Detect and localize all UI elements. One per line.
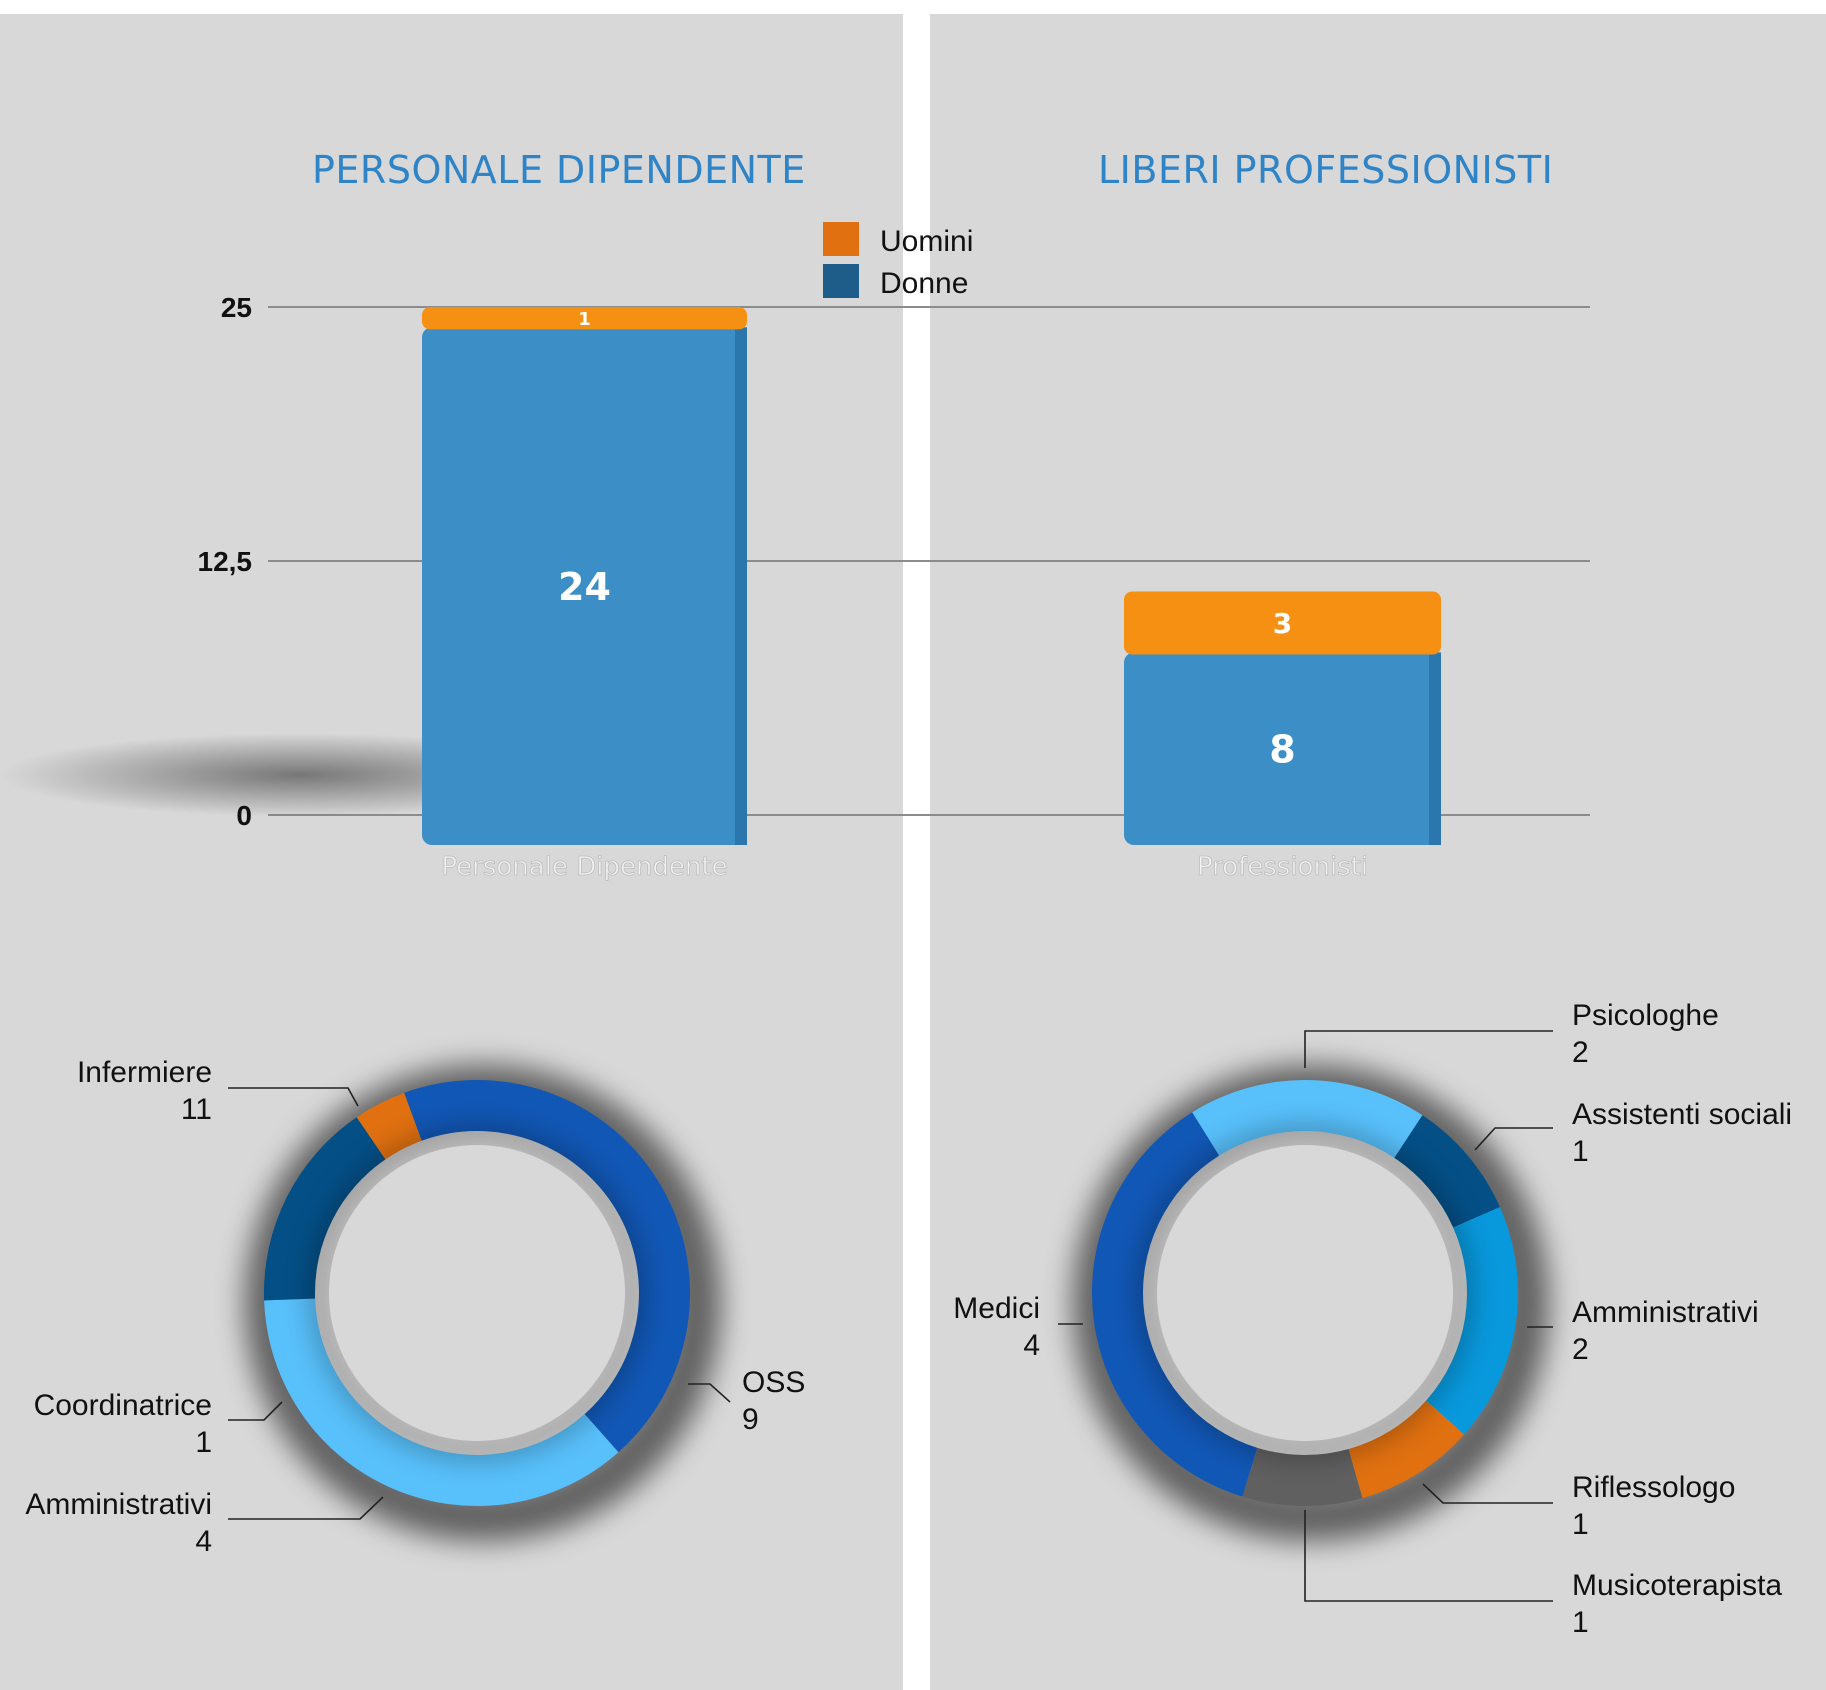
data-label-donne: 8	[1269, 728, 1295, 772]
leader-line	[228, 1401, 283, 1421]
leader-line	[228, 1087, 359, 1107]
donut-slice-amministrativi	[264, 1117, 386, 1301]
slice-label: Coordinatrice	[34, 1389, 212, 1422]
legend-label-uomini: Uomini	[880, 225, 973, 258]
donut-slice-coordinatrice	[356, 1092, 422, 1160]
slice-label: Assistenti sociali	[1572, 1098, 1792, 1131]
leader-line	[1304, 1030, 1553, 1068]
donut-slice-assistenti-sociali	[1394, 1115, 1500, 1228]
slice-label: Medici	[953, 1292, 1040, 1325]
chart-title-liberi-professionisti: LIBERI PROFESSIONISTI	[1098, 148, 1554, 192]
donut-slice-medici	[1092, 1112, 1258, 1497]
donut-slice-musicoterapista	[1242, 1447, 1363, 1506]
slice-label: Riflessologo	[1572, 1471, 1735, 1504]
slice-value: 1	[1572, 1606, 1589, 1639]
legend-label-donne: Donne	[880, 267, 968, 300]
donut-slice-psicologhe	[1192, 1079, 1423, 1158]
donut-inner-shadow	[1142, 1130, 1468, 1456]
slice-label: Infermiere	[77, 1056, 212, 1089]
slice-value: 1	[195, 1426, 212, 1459]
slice-label: Amministrativi	[1572, 1296, 1759, 1329]
donut-chart-personale-dipendente: Infermiere 11 OSS 9 Amministrativi 4 Coordinat…	[25, 1056, 805, 1558]
slice-label: Psicologhe	[1572, 999, 1719, 1032]
bar-uomini-2	[1124, 591, 1441, 655]
donut-slice-infermiere	[404, 1080, 690, 1453]
slice-label: Amministrativi	[25, 1488, 212, 1521]
slice-label: OSS	[742, 1366, 805, 1399]
leader-line	[688, 1383, 731, 1403]
donut-slice-amministrativi	[1426, 1206, 1519, 1435]
data-label-uomini: 3	[1273, 607, 1292, 640]
slice-value: 9	[742, 1403, 759, 1436]
y-tick-label: 12,5	[198, 546, 253, 577]
bar-donne-1	[422, 327, 747, 845]
leader-line	[1422, 1483, 1553, 1504]
slice-label: Musicoterapista	[1572, 1569, 1782, 1602]
slice-value: 1	[1572, 1135, 1589, 1168]
leader-line	[1304, 1510, 1553, 1602]
data-label-donne: 24	[558, 565, 611, 609]
leader-line	[228, 1496, 384, 1520]
x-category-label: Professionisti	[1197, 852, 1368, 882]
x-category-label: Personale Dipendente	[441, 852, 727, 882]
slice-value: 2	[1572, 1036, 1589, 1069]
legend-swatch-donne	[823, 264, 859, 298]
donut-slice-oss	[264, 1298, 619, 1507]
data-label-uomini: 1	[578, 309, 591, 330]
bar-donne-side	[735, 327, 747, 845]
slice-value: 2	[1572, 1333, 1589, 1366]
slice-value: 4	[195, 1525, 212, 1558]
donut-inner-shadow	[314, 1130, 640, 1456]
leader-line	[1474, 1127, 1553, 1151]
donut-chart-liberi-professionisti: Psicologhe 2 Assistenti sociali 1 Amministra…	[953, 999, 1792, 1639]
donut-hole	[1157, 1145, 1453, 1441]
y-tick-label: 25	[221, 292, 252, 323]
slice-value: 1	[1572, 1508, 1589, 1541]
bar-uomini-1	[422, 307, 747, 330]
donut-slice-riflessologo	[1348, 1400, 1465, 1499]
legend-swatch-uomini	[823, 222, 859, 256]
slice-value: 11	[181, 1093, 212, 1126]
slice-value: 4	[1023, 1329, 1040, 1362]
chart-title-personale-dipendente: PERSONALE DIPENDENTE	[312, 148, 806, 192]
bar-donne-2	[1124, 652, 1441, 845]
donut-hole	[329, 1145, 625, 1441]
bar-donne-side	[1429, 652, 1441, 845]
